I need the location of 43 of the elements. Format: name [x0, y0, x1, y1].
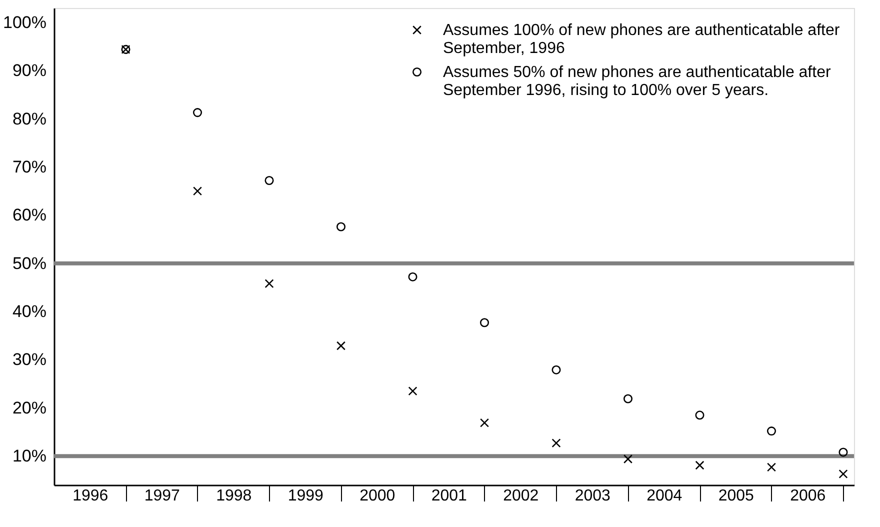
legend-label: Assumes 50% of new phones are authenticatable after September 1996, rising to 100% over 5 years.	[443, 64, 832, 99]
y-tick-label: 70%	[12, 158, 46, 176]
y-tick-label: 30%	[12, 350, 46, 370]
point	[192, 186, 202, 196]
x-tick-label: 2004	[646, 488, 682, 504]
point	[766, 426, 776, 436]
point	[623, 394, 633, 404]
y-tick-label: 90%	[12, 61, 46, 80]
point	[838, 448, 848, 457]
point	[480, 318, 490, 328]
y-tick-label: 60%	[12, 206, 46, 225]
point	[695, 410, 704, 420]
point	[264, 176, 274, 186]
x-tick-label: 2001	[431, 488, 468, 504]
x-tick-label: 2006	[790, 488, 826, 504]
x-tick-label: 2005	[718, 488, 754, 504]
x-tick-label: 1996	[72, 488, 108, 504]
x-tick-label: 1999	[288, 488, 324, 504]
point	[838, 469, 848, 478]
x-tick-label: 1998	[216, 488, 252, 504]
y-tick-label: 20%	[12, 398, 46, 418]
point	[766, 462, 776, 472]
y-tick-label: 40%	[12, 302, 46, 322]
x-tick-label: 2002	[503, 488, 539, 504]
point	[623, 454, 633, 464]
point	[336, 222, 346, 232]
point	[408, 272, 418, 282]
x-tick-label: 2000	[360, 488, 396, 504]
y-tick-label: 80%	[12, 109, 46, 128]
y-tick-label: 50%	[12, 254, 46, 273]
point	[552, 438, 561, 448]
y-tick-label: 10%	[12, 446, 46, 466]
legend-label: Assumes 100% of new phones are authenticatable after September, 1996	[443, 22, 840, 57]
y-tick-label: 100%	[3, 12, 46, 32]
point	[264, 279, 274, 288]
point	[552, 365, 561, 374]
x-tick-label: 2003	[574, 488, 611, 504]
x-tick-label: 1997	[144, 488, 180, 504]
point	[480, 418, 490, 428]
point	[408, 386, 418, 396]
point	[336, 341, 346, 350]
point	[695, 460, 704, 470]
point	[192, 108, 202, 118]
